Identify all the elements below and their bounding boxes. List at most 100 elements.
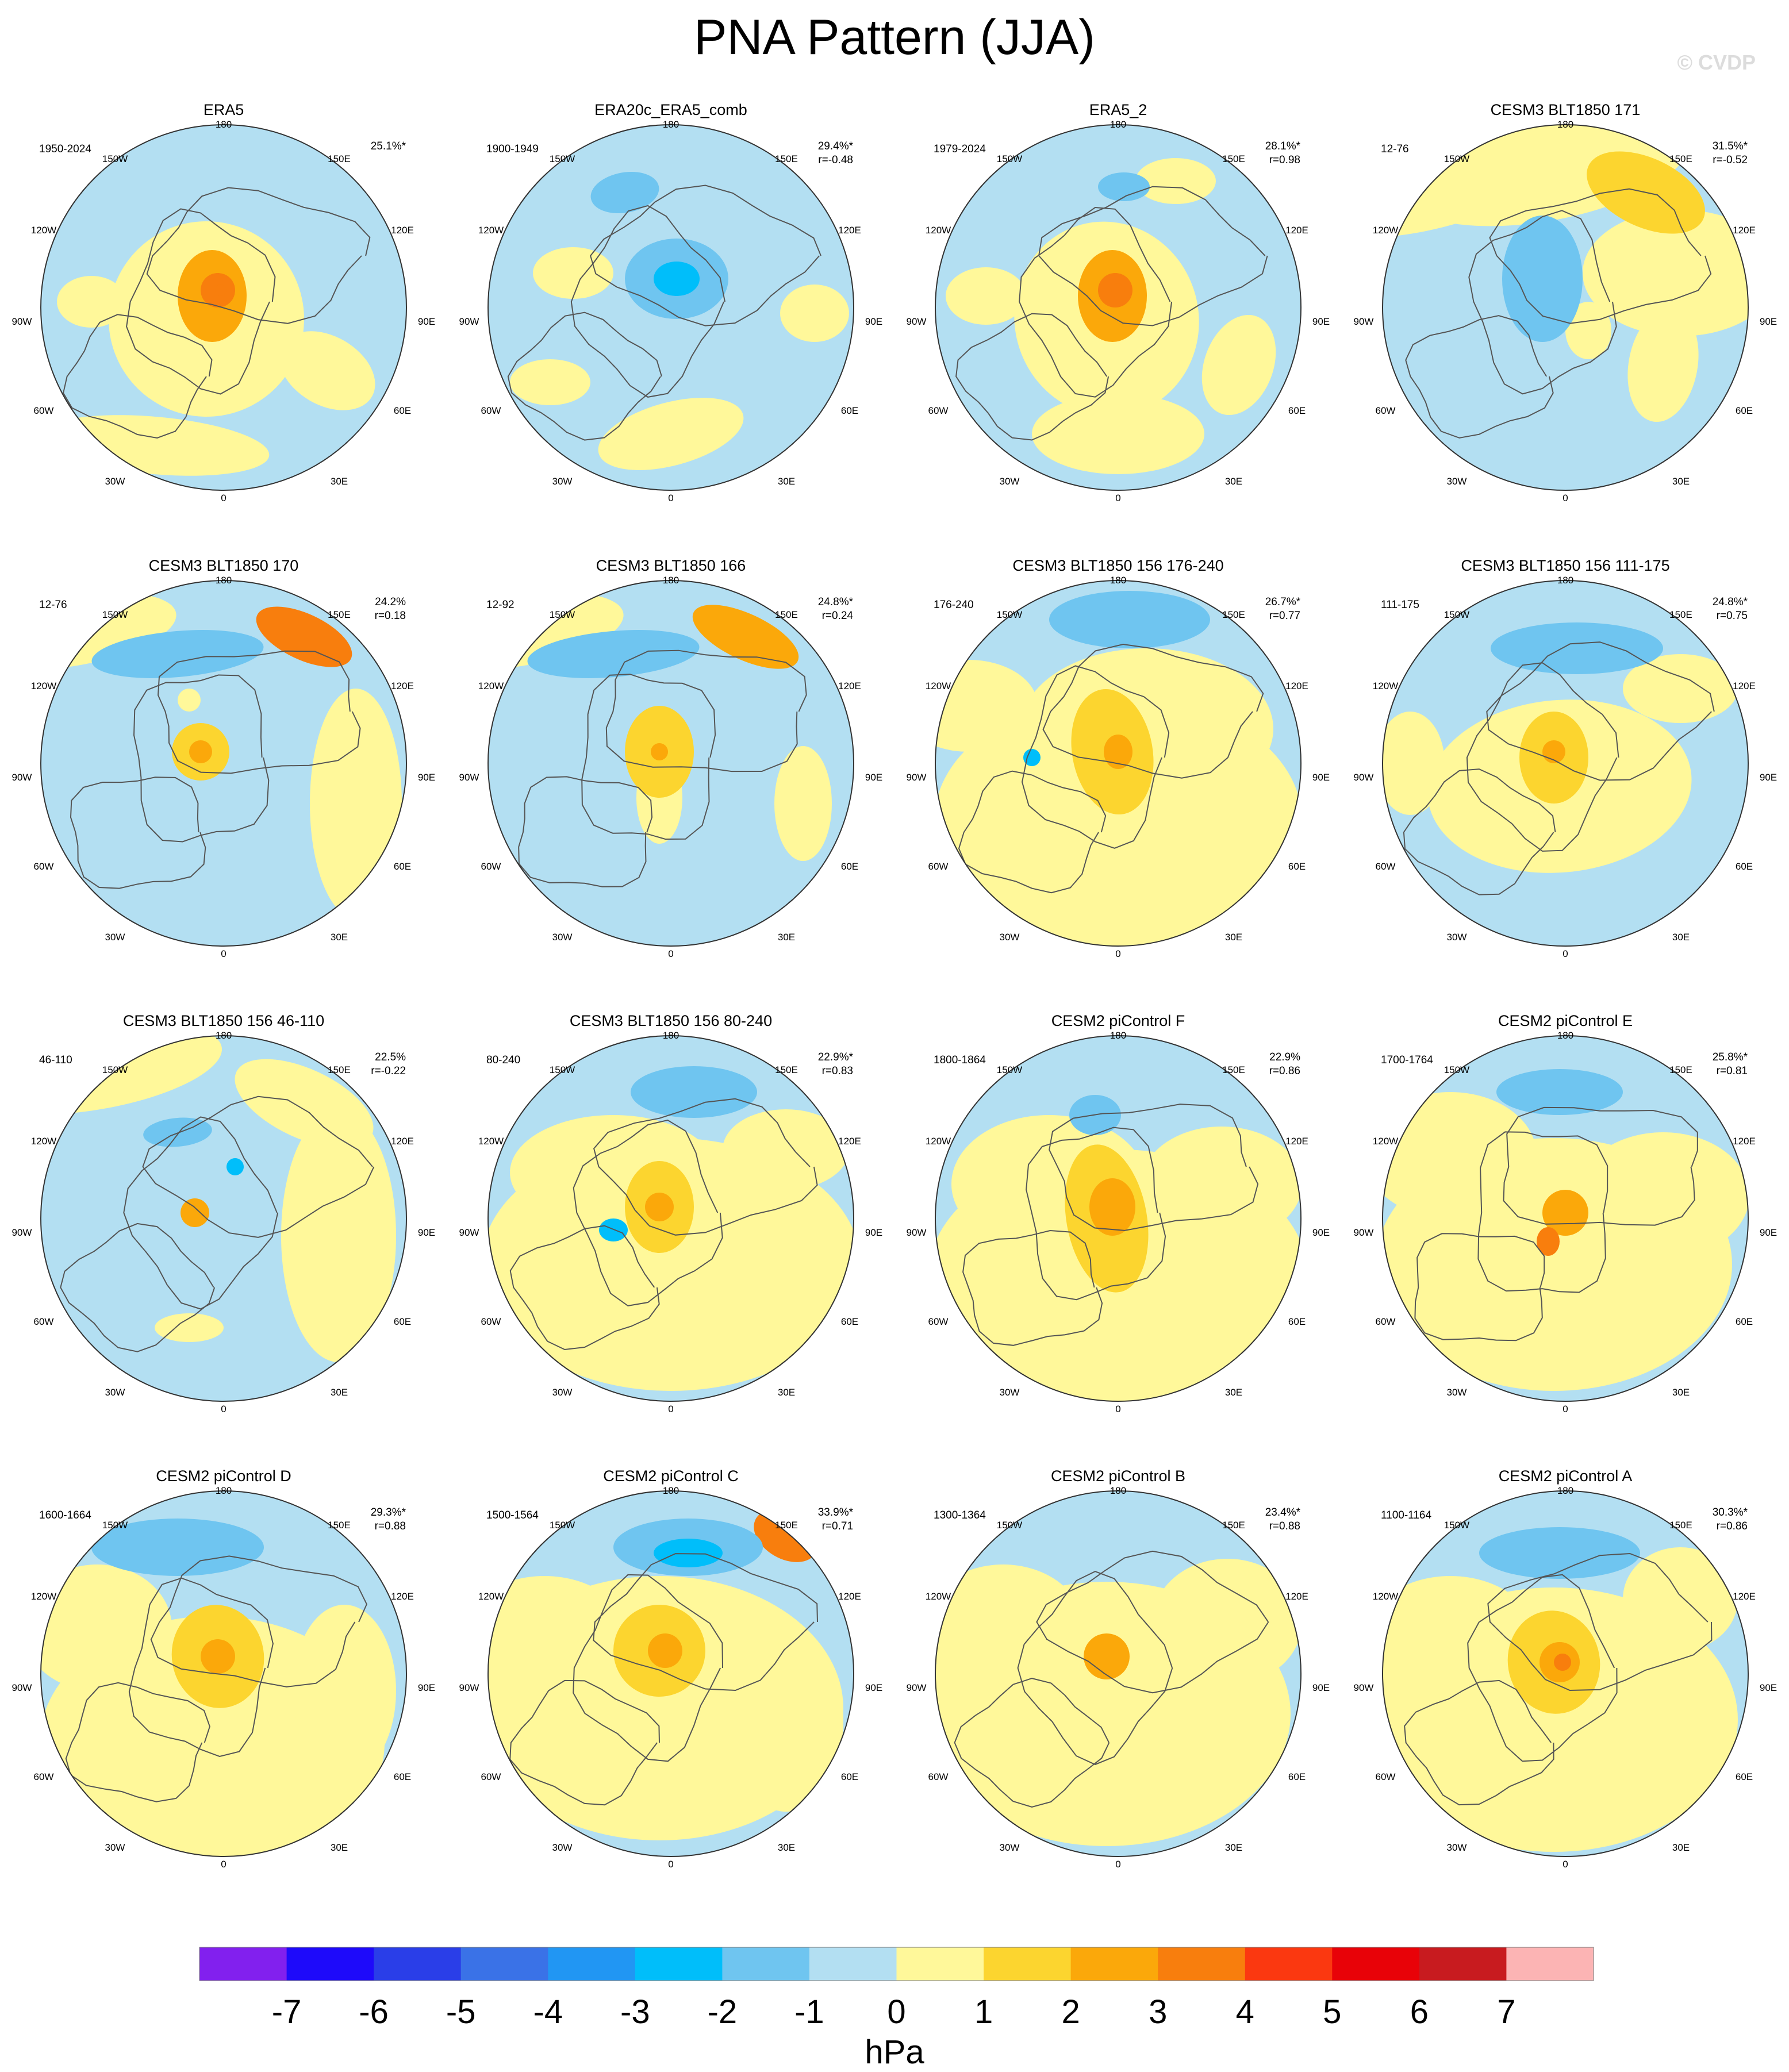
longitude-label: 30E (331, 476, 348, 487)
map-panel-svg: CESM3 BLT1850 156 176-240 176-240 26.7%* r=… (907, 557, 1330, 959)
contour-region-positive (201, 1639, 235, 1674)
map-panel-svg: CESM3 BLT1850 170 12-76 24.2% r=0.18 180 0 150… (12, 557, 436, 959)
panel-variance: 22.5% (375, 1051, 406, 1063)
longitude-label: 90E (418, 316, 435, 327)
panel-period: 111-175 (1381, 599, 1419, 611)
longitude-label: 30E (778, 1842, 795, 1853)
contour-region-0-1 (155, 1313, 224, 1342)
panel-variance: 33.9%* (818, 1506, 854, 1519)
longitude-label: 120E (1733, 681, 1756, 691)
longitude-label: 150E (1669, 1520, 1692, 1531)
longitude-label: 60E (1736, 861, 1753, 872)
longitude-label: 180 (1110, 1030, 1126, 1041)
colorbar-tick-label: 0 (887, 1993, 905, 2031)
contour-region-0-1 (1577, 1132, 1748, 1259)
longitude-label: 0 (221, 1859, 226, 1870)
coastlines (60, 1095, 375, 1352)
longitude-label: 30W (1000, 932, 1020, 943)
longitude-label: 120W (31, 1136, 56, 1147)
panel-period: 1950-2024 (39, 143, 91, 155)
colorbar-box (1245, 1947, 1333, 1981)
contour-region-negative (1491, 622, 1663, 674)
contour-region-positive (181, 1198, 209, 1227)
longitude-label: 0 (1563, 493, 1568, 503)
longitude-label: 90W (12, 772, 32, 783)
panel-correlation: r=0.24 (822, 610, 854, 622)
panel-period: 1600-1664 (39, 1509, 91, 1521)
longitude-label: 30E (778, 476, 795, 487)
colorbar-box (1070, 1947, 1158, 1981)
contour-region-0-1 (1623, 1547, 1738, 1651)
longitude-label: 60E (394, 861, 411, 872)
longitude-label: 180 (1110, 1485, 1126, 1496)
panel-title: CESM2 piControl D (156, 1467, 291, 1485)
longitude-label: 90W (907, 316, 927, 327)
longitude-label: 60E (841, 1771, 858, 1782)
longitude-label: 90W (1354, 316, 1374, 327)
panel-variance: 29.3%* (371, 1506, 406, 1519)
longitude-label: 60W (481, 1316, 501, 1327)
longitude-label: 150E (1669, 153, 1692, 164)
panel-correlation: r=0.18 (375, 610, 406, 622)
longitude-label: 120E (838, 1591, 861, 1602)
longitude-label: 60E (1736, 1771, 1753, 1782)
colorbar-unit-label: hPa (865, 2033, 924, 2071)
map-panel: CESM2 piControl E 1700-1764 25.8%* r=0.81 18… (1342, 1003, 1789, 1458)
contour-region-negative (91, 1519, 264, 1576)
longitude-label: 120E (1285, 1136, 1308, 1147)
panel-title: CESM3 BLT1850 156 46-110 (123, 1012, 324, 1029)
map-panel: ERA5_2 1979-2024 28.1%* r=0.98 180 0 150W 150E 1… (894, 92, 1342, 547)
longitude-label: 120E (391, 681, 414, 691)
map-panel: CESM2 piControl C 1500-1564 33.9%* r=0.71 18… (447, 1458, 894, 1913)
panel-variance: 23.4%* (1265, 1506, 1301, 1519)
longitude-label: 120W (478, 225, 504, 236)
longitude-label: 150W (102, 153, 128, 164)
panel-period: 12-76 (39, 599, 67, 611)
longitude-label: 120E (1285, 1591, 1308, 1602)
longitude-label: 120E (838, 225, 861, 236)
panel-variance: 24.2% (375, 596, 406, 608)
panel-period: 1900-1949 (486, 143, 539, 155)
longitude-label: 120W (31, 681, 56, 691)
figure-title: PNA Pattern (JJA) (694, 10, 1095, 65)
longitude-label: 30E (1672, 1842, 1690, 1853)
longitude-label: 30W (105, 932, 125, 943)
longitude-label: 90E (865, 1227, 882, 1238)
longitude-label: 30E (1672, 476, 1690, 487)
contour-region-positive (1537, 1227, 1560, 1256)
longitude-label: 30W (1000, 1842, 1020, 1853)
longitude-label: 90E (418, 772, 435, 783)
longitude-label: 0 (1115, 1404, 1120, 1414)
colorbar-tick-label: -1 (794, 1993, 824, 2031)
map-panel-svg: CESM2 piControl F 1800-1864 22.9% r=0.86 180… (907, 1012, 1330, 1414)
colorbar-box (1419, 1947, 1507, 1981)
longitude-label: 120E (838, 1136, 861, 1147)
panel-correlation: r=0.86 (1717, 1520, 1748, 1532)
longitude-label: 30E (331, 1387, 348, 1398)
map-boundary (935, 124, 1302, 491)
panel-title: CESM3 BLT1850 156 111-175 (1461, 557, 1669, 574)
panel-title: CESM3 BLT1850 166 (596, 557, 746, 574)
longitude-label: 60W (928, 405, 949, 416)
longitude-label: 90W (1354, 1682, 1374, 1693)
longitude-label: 90W (1354, 772, 1374, 783)
panel-period: 1800-1864 (934, 1054, 986, 1066)
contour-region-positive (1104, 735, 1132, 769)
colorbar-tick-label: 6 (1410, 1993, 1429, 2031)
longitude-label: 0 (221, 1404, 226, 1414)
longitude-label: 30E (778, 932, 795, 943)
panel-title: CESM3 BLT1850 156 176-240 (1012, 557, 1223, 574)
contour-region-0-1 (728, 1628, 843, 1812)
colorbar-box (1506, 1947, 1594, 1981)
longitude-label: 0 (221, 948, 226, 959)
contour-region-negative (654, 1539, 723, 1567)
panel-correlation: r=0.81 (1717, 1065, 1748, 1077)
coastlines (954, 1550, 1269, 1808)
colorbar-tick-label: -5 (446, 1993, 476, 2031)
longitude-label: 180 (1557, 1485, 1573, 1496)
longitude-label: 120E (1285, 225, 1308, 236)
contour-region-positive (235, 1059, 374, 1148)
longitude-label: 120W (926, 1591, 951, 1602)
panel-correlation: r=0.86 (1269, 1065, 1300, 1077)
